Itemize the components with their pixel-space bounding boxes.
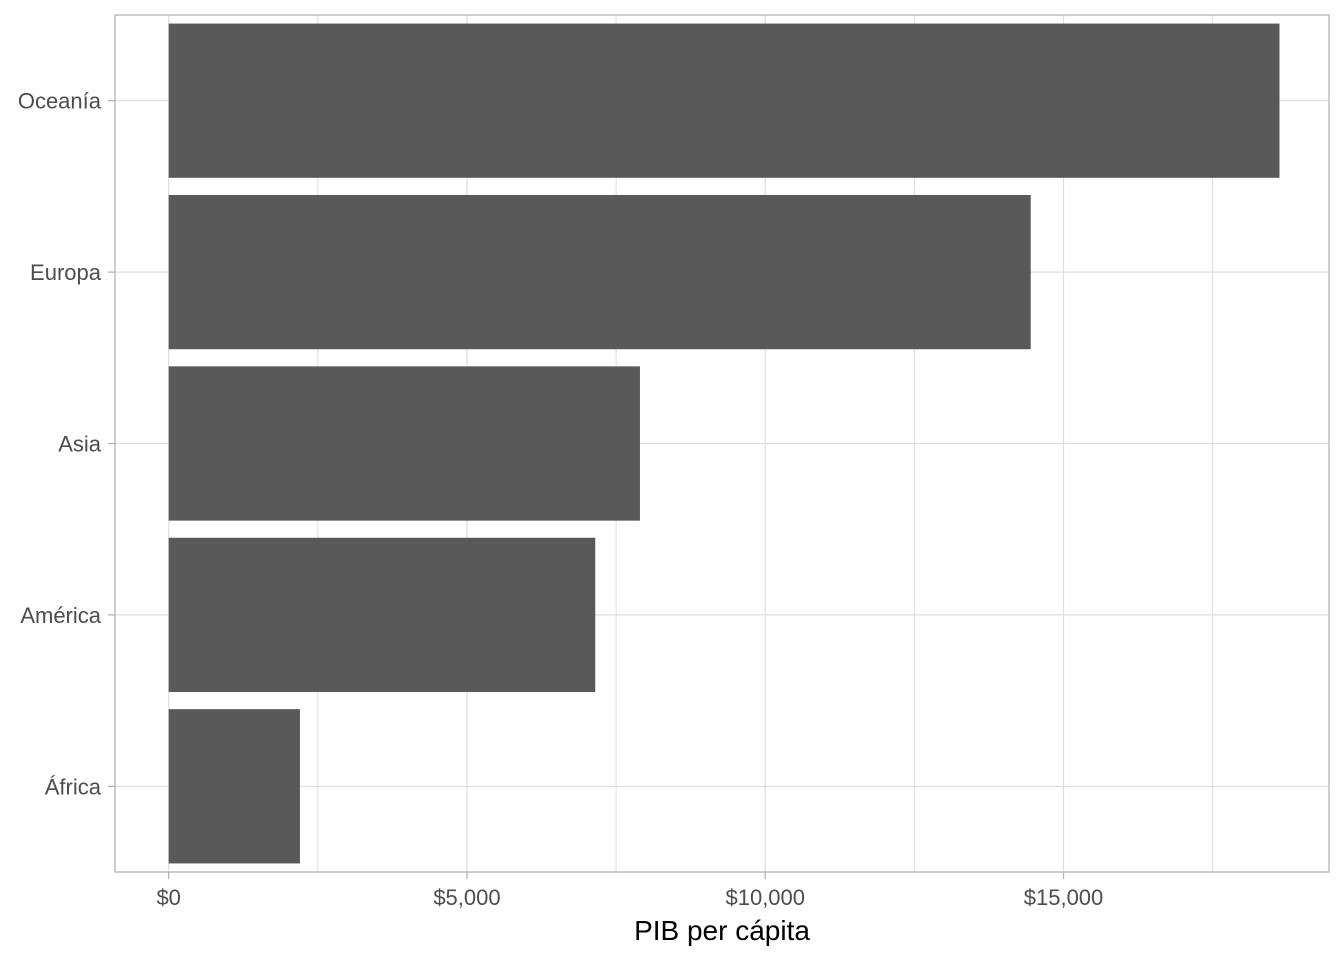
bar: [168, 366, 640, 521]
bars: [168, 23, 1280, 864]
y-tick-label: Oceanía: [18, 89, 102, 114]
y-tick-label: África: [45, 774, 102, 799]
x-tick-label: $15,000: [1024, 885, 1104, 910]
x-tick-label: $5,000: [433, 885, 500, 910]
y-tick-label: América: [20, 603, 101, 628]
bar: [168, 709, 300, 864]
x-tick-label: $10,000: [725, 885, 805, 910]
bar: [168, 194, 1031, 350]
x-axis: $0 $5,000 $10,000 $15,000: [156, 872, 1103, 910]
bar: [168, 537, 596, 693]
x-tick-label: $0: [156, 885, 180, 910]
bar: [168, 23, 1280, 178]
y-axis: África América Asia Europa Oceanía: [18, 89, 115, 799]
x-axis-title: PIB per cápita: [634, 915, 810, 946]
y-tick-label: Asia: [58, 432, 102, 457]
y-tick-label: Europa: [30, 260, 102, 285]
